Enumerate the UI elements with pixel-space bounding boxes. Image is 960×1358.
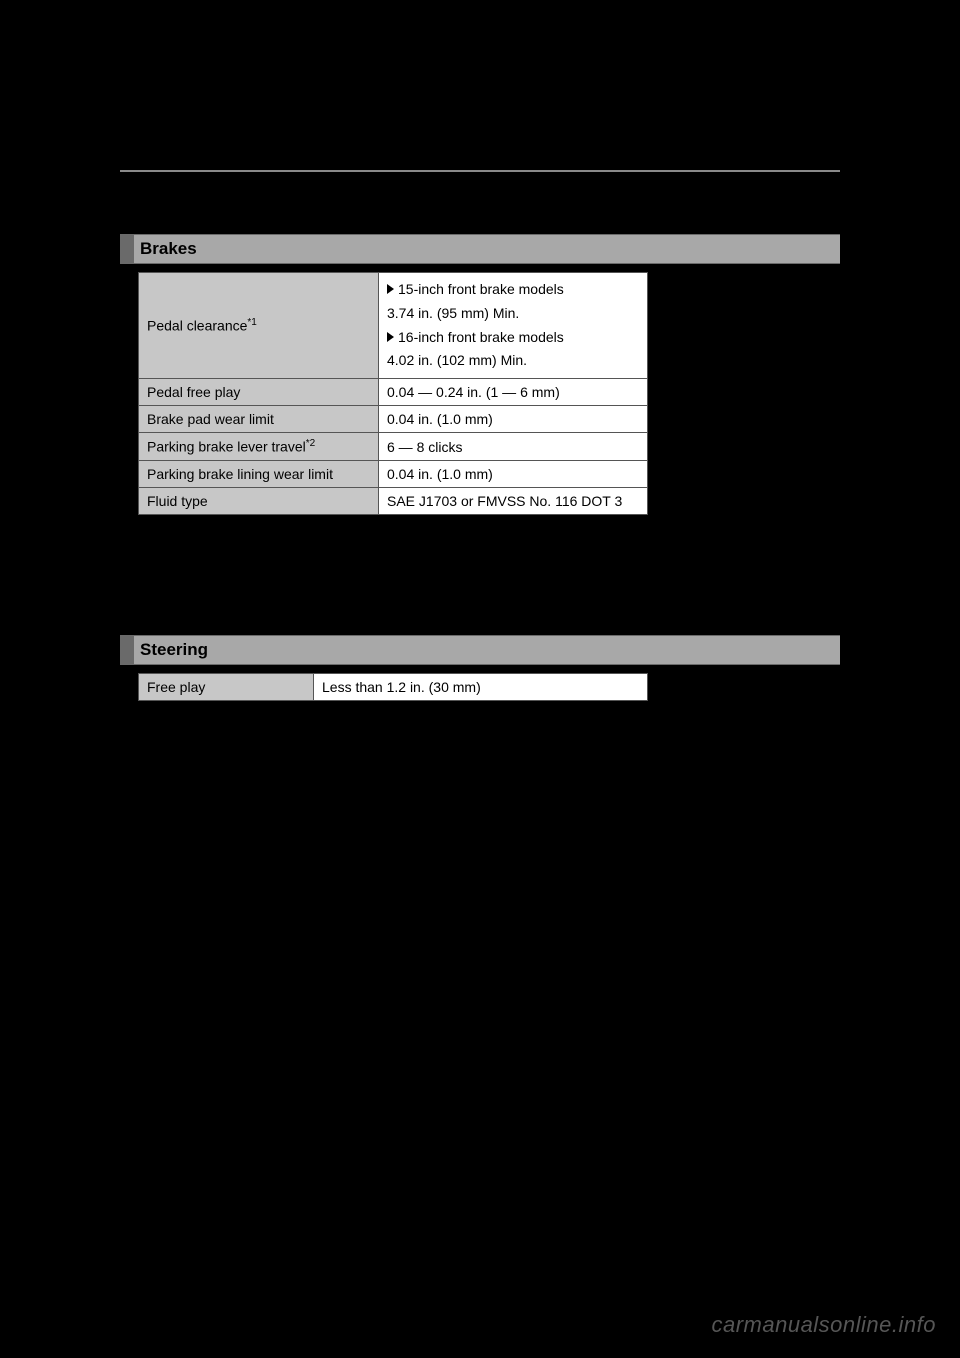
header-accent-bar (120, 636, 134, 664)
top-rule (120, 170, 840, 172)
table-row: Free play Less than 1.2 in. (30 mm) (139, 673, 648, 700)
section-title-brakes: Brakes (140, 235, 197, 263)
label-free-play: Free play (139, 673, 314, 700)
table-row: Brake pad wear limit 0.04 in. (1.0 mm) (139, 406, 648, 433)
section-header-steering: Steering (120, 635, 840, 665)
triangle-icon (387, 332, 394, 342)
value-line: 16-inch front brake models (387, 326, 639, 350)
value-parking-brake-lining: 0.04 in. (1.0 mm) (379, 460, 648, 487)
section-title-steering: Steering (140, 636, 208, 664)
triangle-icon (387, 284, 394, 294)
label-parking-brake-lining: Parking brake lining wear limit (139, 460, 379, 487)
label-text: Pedal clearance (147, 318, 247, 334)
value-free-play: Less than 1.2 in. (30 mm) (314, 673, 648, 700)
value-line: 4.02 in. (102 mm) Min. (387, 349, 639, 373)
header-accent-bar (120, 235, 134, 263)
value-fluid-type: SAE J1703 or FMVSS No. 116 DOT 3 (379, 487, 648, 514)
table-row: Parking brake lining wear limit 0.04 in.… (139, 460, 648, 487)
value-line: 15-inch front brake models (387, 278, 639, 302)
section-spacer (120, 515, 840, 635)
watermark: carmanualsonline.info (711, 1312, 936, 1338)
value-pedal-clearance: 15-inch front brake models 3.74 in. (95 … (379, 273, 648, 379)
superscript: *1 (247, 317, 256, 328)
label-text: Parking brake lever travel (147, 439, 306, 455)
label-fluid-type: Fluid type (139, 487, 379, 514)
section-header-brakes: Brakes (120, 234, 840, 264)
superscript: *2 (306, 438, 315, 449)
label-pedal-free-play: Pedal free play (139, 379, 379, 406)
value-brake-pad-wear: 0.04 in. (1.0 mm) (379, 406, 648, 433)
value-text: 15-inch front brake models (398, 281, 564, 297)
value-text: 16-inch front brake models (398, 329, 564, 345)
page-content: Brakes Pedal clearance*1 15-inch front b… (120, 170, 840, 701)
steering-table: Free play Less than 1.2 in. (30 mm) (138, 673, 648, 701)
label-parking-brake-travel: Parking brake lever travel*2 (139, 433, 379, 461)
table-row: Fluid type SAE J1703 or FMVSS No. 116 DO… (139, 487, 648, 514)
value-line: 3.74 in. (95 mm) Min. (387, 302, 639, 326)
table-row: Pedal free play 0.04 — 0.24 in. (1 — 6 m… (139, 379, 648, 406)
label-pedal-clearance: Pedal clearance*1 (139, 273, 379, 379)
value-parking-brake-travel: 6 — 8 clicks (379, 433, 648, 461)
value-pedal-free-play: 0.04 — 0.24 in. (1 — 6 mm) (379, 379, 648, 406)
brakes-table: Pedal clearance*1 15-inch front brake mo… (138, 272, 648, 515)
table-row: Parking brake lever travel*2 6 — 8 click… (139, 433, 648, 461)
label-brake-pad-wear: Brake pad wear limit (139, 406, 379, 433)
table-row: Pedal clearance*1 15-inch front brake mo… (139, 273, 648, 379)
